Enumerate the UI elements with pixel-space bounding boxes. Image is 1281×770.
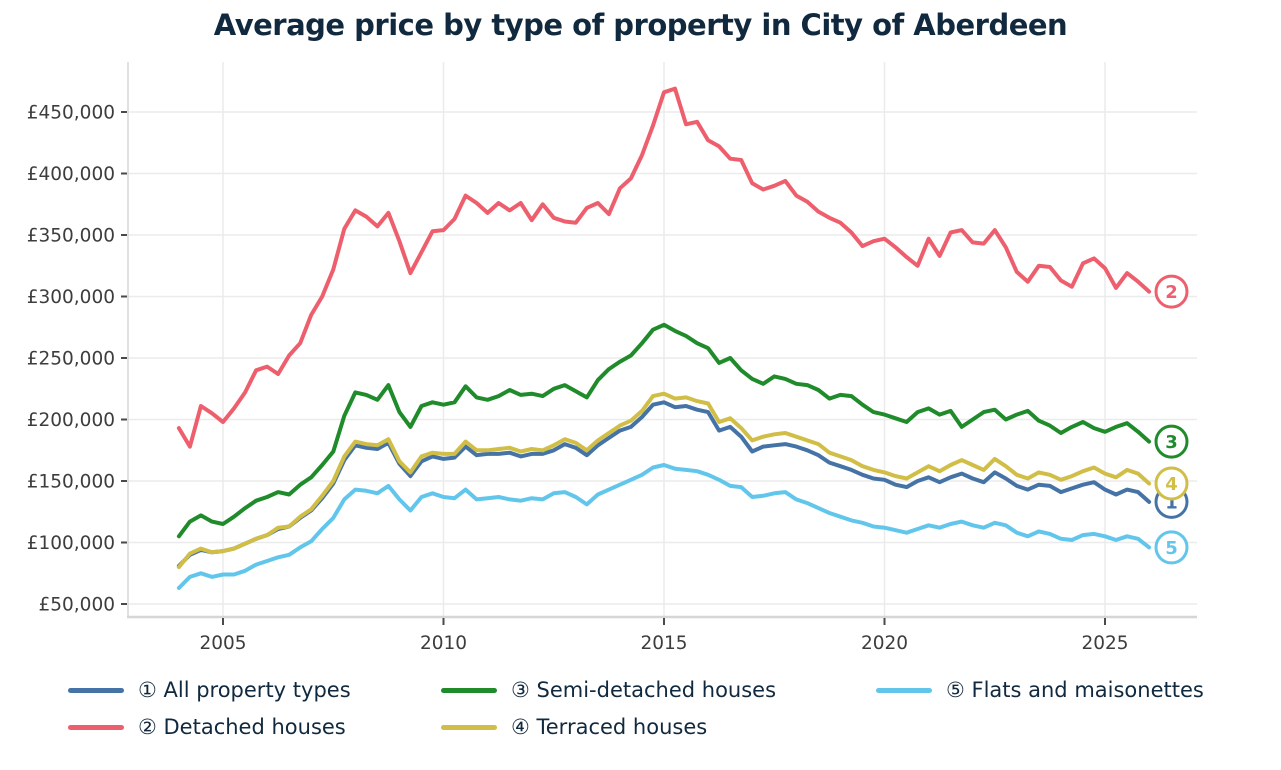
y-axis-tick-label: £100,000 bbox=[27, 533, 115, 554]
end-marker-number: 5 bbox=[1165, 538, 1178, 559]
legend-swatch-flats-and-maisonettes bbox=[876, 687, 932, 693]
chart-title: Average price by type of property in Cit… bbox=[213, 8, 1068, 42]
x-axis-tick-label: 2010 bbox=[420, 633, 467, 654]
legend-item-flats-and-maisonettes: ⑤ Flats and maisonettes bbox=[876, 676, 1204, 704]
legend-column-1: ① All property types ② Detached houses bbox=[68, 676, 441, 741]
y-axis-tick-label: £450,000 bbox=[27, 103, 115, 124]
grid bbox=[128, 62, 1197, 616]
y-axis-tick-label: £250,000 bbox=[27, 349, 115, 370]
x-axis-tick-label: 2015 bbox=[640, 633, 687, 654]
y-axis-tick-label: £400,000 bbox=[27, 164, 115, 185]
legend-swatch-semi-detached-houses bbox=[441, 687, 497, 693]
end-marker-semi-detached-houses: 3 bbox=[1154, 424, 1189, 459]
legend-item-all-property-types: ① All property types bbox=[68, 676, 441, 704]
x-axis-tick-label: 2020 bbox=[861, 633, 908, 654]
end-marker-number: 4 bbox=[1165, 474, 1178, 495]
legend-label-all-property-types: ① All property types bbox=[138, 678, 351, 702]
legend-label-terraced-houses: ④ Terraced houses bbox=[511, 715, 708, 739]
series-line-semi-detached-houses bbox=[176, 322, 1152, 539]
series-line-flats-and-maisonettes bbox=[176, 463, 1152, 590]
price-chart-svg: £50,000 £100,000 £150,000 £200,000 £250,000 £… bbox=[27, 62, 1197, 654]
end-marker-circle bbox=[1154, 530, 1189, 565]
x-axis-tick-label: 2005 bbox=[199, 633, 246, 654]
legend-item-semi-detached-houses: ③ Semi-detached houses bbox=[441, 676, 876, 704]
y-axis-tick-label: £200,000 bbox=[27, 410, 115, 431]
y-axis-tick-label: £350,000 bbox=[27, 226, 115, 247]
end-marker-number: 3 bbox=[1165, 432, 1178, 453]
legend-swatch-terraced-houses bbox=[441, 724, 497, 730]
end-marker-detached-houses: 2 bbox=[1154, 274, 1189, 309]
end-marker-circle bbox=[1154, 274, 1189, 309]
legend-label-flats-and-maisonettes: ⑤ Flats and maisonettes bbox=[946, 678, 1204, 702]
series-lines bbox=[176, 86, 1152, 590]
end-marker-circle bbox=[1154, 424, 1189, 459]
legend-swatch-detached-houses bbox=[68, 724, 124, 730]
y-axis-tick-label: £300,000 bbox=[27, 287, 115, 308]
y-axis-tick-label: £150,000 bbox=[27, 472, 115, 493]
legend-item-terraced-houses: ④ Terraced houses bbox=[441, 713, 876, 741]
end-marker-terraced-houses: 4 bbox=[1154, 466, 1189, 501]
legend-column-2: ③ Semi-detached houses ④ Terraced houses bbox=[441, 676, 876, 741]
series-line-terraced-houses bbox=[176, 391, 1152, 570]
legend-swatch-all-property-types bbox=[68, 687, 124, 693]
x-axis-tick-label: 2025 bbox=[1081, 633, 1128, 654]
y-axis-tick-label: £50,000 bbox=[38, 595, 115, 616]
end-marker-number: 2 bbox=[1165, 282, 1178, 303]
end-marker-flats-and-maisonettes: 5 bbox=[1154, 530, 1189, 565]
legend-item-detached-houses: ② Detached houses bbox=[68, 713, 441, 741]
chart-legend: ① All property types ② Detached houses ③ … bbox=[68, 676, 1204, 741]
legend-label-detached-houses: ② Detached houses bbox=[138, 715, 346, 739]
end-marker-circle bbox=[1154, 466, 1189, 501]
series-line-detached-houses bbox=[176, 86, 1152, 449]
legend-label-semi-detached-houses: ③ Semi-detached houses bbox=[511, 678, 777, 702]
legend-column-3: ⑤ Flats and maisonettes bbox=[876, 676, 1204, 704]
